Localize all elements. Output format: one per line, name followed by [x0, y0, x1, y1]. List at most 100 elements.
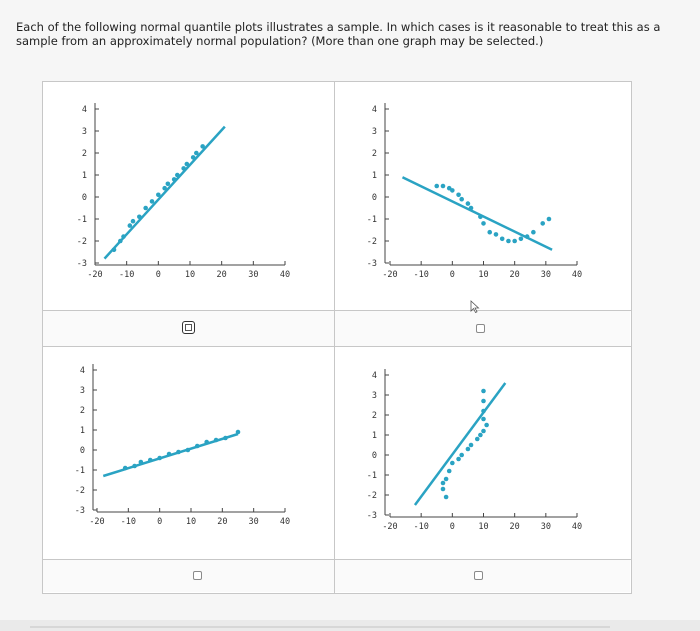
data-point: [162, 185, 167, 191]
x-tick-label: 0: [450, 270, 455, 280]
x-tick-label: 20: [510, 270, 520, 280]
data-point: [481, 388, 486, 394]
y-tick-label: -2: [367, 237, 377, 247]
mouse-cursor-icon: [470, 300, 480, 314]
data-point: [137, 214, 142, 220]
data-point: [200, 144, 205, 149]
data-point: [147, 457, 153, 463]
y-tick-label: 1: [372, 431, 377, 441]
data-point: [512, 238, 517, 244]
data-point: [184, 161, 190, 167]
x-tick-label: 30: [249, 517, 259, 527]
x-tick-label: 10: [185, 270, 195, 280]
y-tick-label: 4: [80, 366, 85, 376]
data-point: [185, 447, 191, 453]
data-point: [166, 451, 172, 457]
data-point: [194, 443, 200, 449]
data-point: [456, 456, 461, 462]
data-point: [171, 177, 177, 182]
data-point: [149, 199, 155, 204]
grid-divider-vertical: [334, 81, 335, 593]
x-tick-label: 0: [156, 270, 161, 280]
y-tick-label: -2: [75, 486, 85, 496]
data-point: [518, 236, 524, 242]
x-tick-label: 0: [450, 522, 455, 532]
y-tick-label: -3: [367, 259, 377, 269]
data-point: [481, 398, 486, 404]
data-point: [506, 238, 511, 244]
data-point: [181, 166, 186, 171]
data-point: [118, 238, 123, 244]
y-tick-label: 1: [80, 426, 85, 436]
x-tick-label: -10: [413, 522, 428, 532]
data-point: [450, 460, 455, 466]
y-tick-label: 2: [82, 149, 87, 159]
data-point: [175, 172, 180, 178]
data-point: [465, 446, 471, 452]
data-point: [474, 436, 480, 442]
data-point: [111, 247, 117, 253]
y-tick-label: 1: [372, 171, 377, 181]
y-tick-label: 0: [82, 193, 87, 203]
bottom-scroll-area: [0, 620, 700, 631]
data-point: [540, 221, 546, 226]
x-tick-label: 10: [478, 522, 488, 532]
y-tick-label: -3: [75, 506, 85, 516]
grid-divider-3: [42, 559, 631, 560]
data-point: [223, 435, 228, 441]
data-point: [440, 480, 446, 486]
y-tick-label: 4: [82, 105, 87, 115]
y-tick-label: -2: [367, 491, 377, 501]
y-tick-label: 2: [80, 406, 85, 416]
y-tick-label: 2: [372, 149, 377, 159]
data-point: [156, 192, 161, 198]
y-tick-label: -3: [77, 259, 87, 269]
data-point: [204, 439, 209, 445]
y-tick-label: 3: [80, 386, 85, 396]
x-tick-label: -20: [89, 517, 104, 527]
y-tick-label: 4: [372, 105, 377, 115]
y-tick-label: 3: [372, 127, 377, 137]
data-point: [524, 234, 530, 239]
data-point: [493, 232, 499, 237]
y-tick-label: 1: [82, 171, 87, 181]
data-point: [478, 432, 483, 438]
x-tick-label: 10: [478, 270, 488, 280]
bottom-scrollbar[interactable]: [30, 626, 610, 628]
data-point: [481, 408, 486, 414]
data-point: [456, 192, 461, 198]
y-tick-label: -1: [367, 215, 377, 225]
x-tick-label: 40: [280, 270, 290, 280]
data-point: [443, 476, 449, 482]
data-point: [157, 455, 162, 461]
data-point: [143, 205, 148, 211]
data-point: [481, 221, 486, 226]
option-checkbox-3[interactable]: [193, 571, 202, 580]
reference-line: [401, 176, 553, 251]
reference-line: [413, 382, 507, 506]
data-point: [235, 429, 241, 435]
y-tick-label: 4: [372, 371, 377, 381]
option-checkbox-2[interactable]: [476, 324, 485, 333]
data-point: [122, 465, 128, 471]
data-point: [465, 201, 471, 206]
y-tick-label: -2: [77, 237, 87, 247]
option-checkbox-4[interactable]: [474, 571, 483, 580]
data-point: [190, 155, 196, 160]
data-point: [440, 486, 446, 492]
y-tick-label: -1: [75, 466, 85, 476]
x-tick-label: -20: [382, 270, 397, 280]
x-tick-label: -10: [121, 517, 136, 527]
y-tick-label: 3: [372, 391, 377, 401]
data-point: [446, 468, 452, 474]
option-checkbox-1[interactable]: [182, 321, 195, 334]
data-point: [484, 422, 489, 428]
grid-divider-2: [42, 346, 631, 347]
y-tick-label: 0: [372, 193, 377, 203]
x-tick-label: 40: [572, 522, 582, 532]
data-point: [121, 234, 126, 239]
